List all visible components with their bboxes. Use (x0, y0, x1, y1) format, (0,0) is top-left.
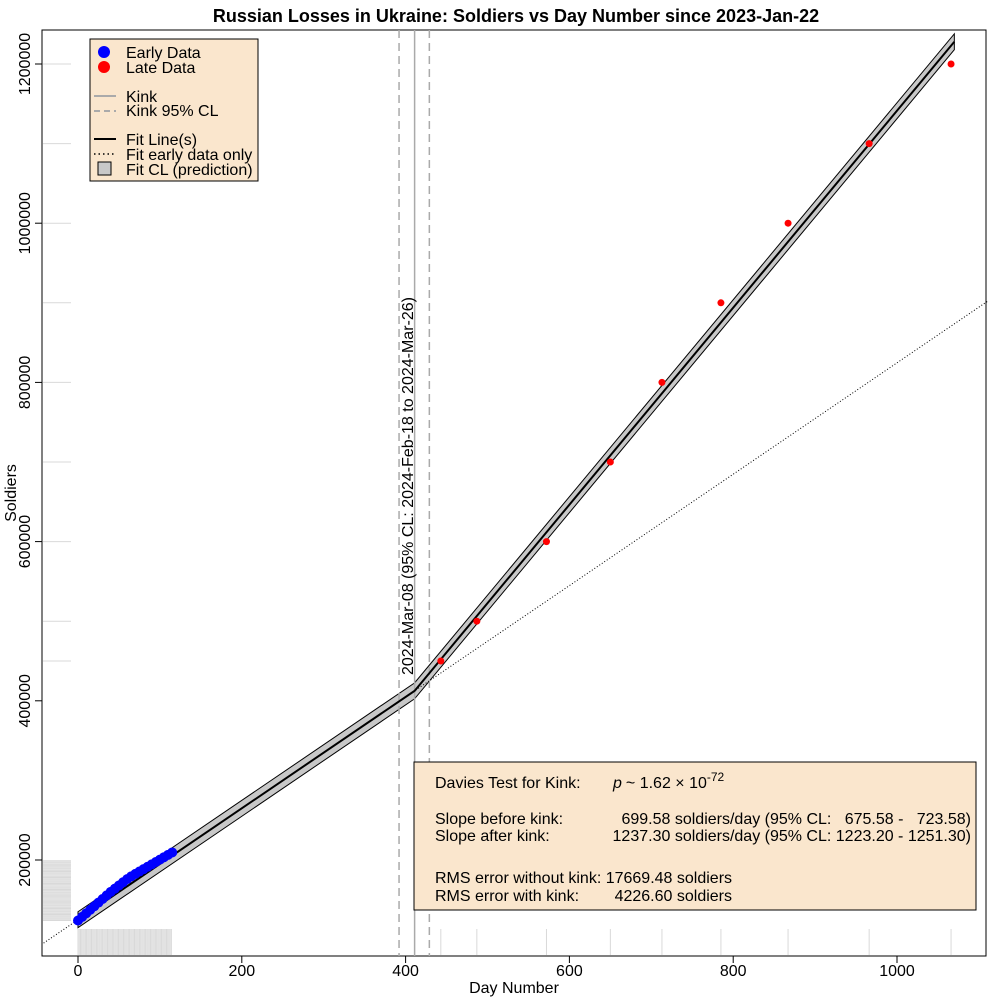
late-data-point (717, 299, 725, 307)
x-tick-label: 0 (74, 963, 83, 980)
late-data-point (658, 378, 666, 386)
legend-fit-cl-swatch (97, 161, 112, 176)
stats-box: Davies Test for Kink: p ~ 1.62 × 10-72 Sl… (413, 761, 977, 911)
rms-with-value: 4226.60 soldiers (615, 888, 732, 905)
plot-frame (41, 29, 987, 957)
x-tick-label: 200 (228, 963, 255, 980)
chart-title: Russian Losses in Ukraine: Soldiers vs D… (213, 6, 819, 26)
y-tick-label: 1000000 (17, 192, 34, 254)
late-data-point (947, 60, 955, 68)
late-data-point (473, 617, 481, 625)
legend-fit-cl-label: Fit CL (prediction) (126, 162, 253, 179)
davies-p-value: p ~ 1.62 × 10-72 (612, 770, 725, 792)
y-tick-label: 600000 (17, 515, 34, 568)
kink-annotation: 2024-Mar-08 (95% CL: 2024-Feb-18 to 2024… (400, 297, 417, 675)
fit-line-layer (43, 41, 990, 944)
legend-box (89, 38, 259, 182)
early-data-point (167, 847, 178, 858)
legend-early-marker (98, 46, 110, 58)
x-tick-label: 600 (556, 963, 583, 980)
slope-after-value: 1237.30 soldiers/day (95% CL: 1223.20 - … (613, 828, 971, 845)
slope-before-label: Slope before kink: (435, 811, 563, 828)
slope-before-value: 699.58 soldiers/day (95% CL: 675.58 - 72… (621, 811, 971, 828)
late-data-point (784, 219, 792, 227)
x-tick-label: 1000 (879, 963, 915, 980)
y-tick-label: 400000 (17, 674, 34, 727)
x-tick-label: 400 (392, 963, 419, 980)
x-tick-label: 800 (720, 963, 747, 980)
y-tick-label: 1200000 (17, 33, 34, 95)
davies-p-exponent: -72 (707, 770, 725, 784)
rug-layer (43, 63, 952, 955)
x-axis-label: Day Number (469, 980, 559, 997)
late-data-point (437, 657, 445, 665)
axis-layer: 0 200 400 600 800 1000 200000 400000 600000 80000… (17, 33, 915, 980)
stats-box-bg (413, 761, 977, 911)
legend-kink-label: Kink (126, 89, 158, 106)
legend-late-marker (98, 61, 110, 73)
davies-p-symbol: p (612, 775, 622, 792)
y-tick-label: 800000 (17, 356, 34, 409)
late-data-point (542, 538, 550, 546)
davies-p-mantissa: ~ 1.62 × 10 (626, 775, 707, 792)
legend-late-label: Late Data (126, 60, 195, 77)
legend-fit-early-label: Fit early data only (126, 147, 252, 164)
slope-after-label: Slope after kink: (435, 828, 550, 845)
rms-without-text: RMS error without kink: 17669.48 soldier… (435, 870, 732, 887)
davies-label: Davies Test for Kink: (435, 775, 581, 792)
legend: Early Data Late Data Kink Kink 95% CL Fi… (89, 38, 259, 182)
point-layer (73, 60, 955, 926)
late-data-point (865, 140, 873, 148)
rms-with-label: RMS error with kink: (435, 888, 579, 905)
legend-fit-label: Fit Line(s) (126, 132, 197, 149)
legend-early-label: Early Data (126, 45, 201, 62)
legend-kink-cl-label: Kink 95% CL (126, 103, 219, 120)
y-tick-label: 200000 (17, 833, 34, 886)
y-axis-label: Soldiers (3, 464, 20, 522)
late-data-point (606, 458, 614, 466)
